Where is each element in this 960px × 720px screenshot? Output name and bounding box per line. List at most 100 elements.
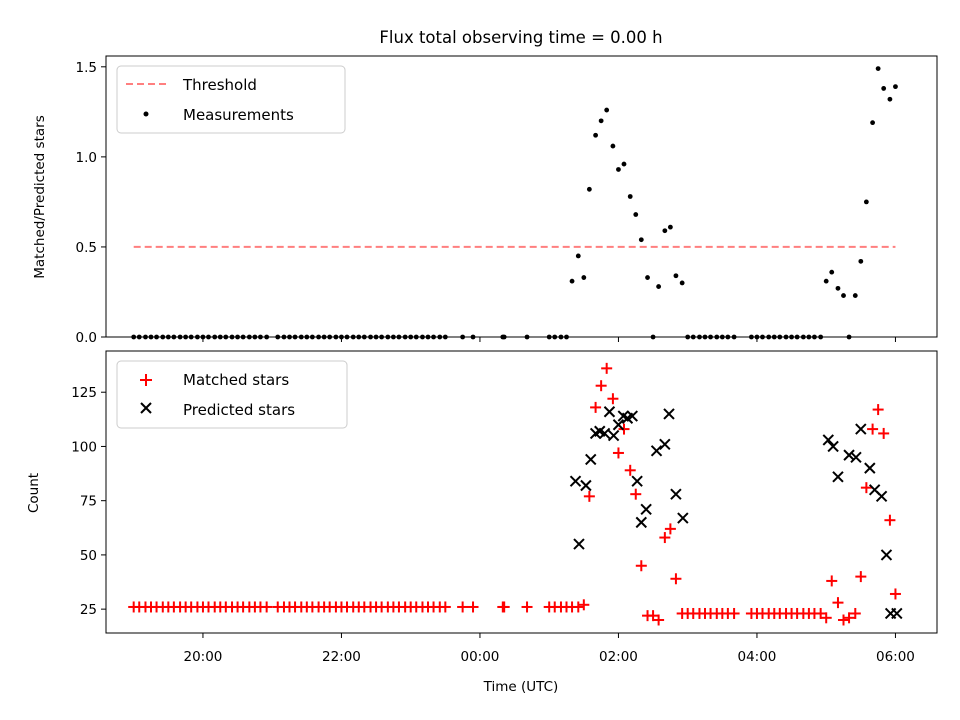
bottom-panel: 25 50 75 100 125 20:00 22:00 00:00 02:00 04:00 06… [26,350,938,695]
y-tick-label: 0.5 [76,240,97,256]
y-tick-label: 1.0 [76,150,97,166]
top-panel-frame [105,55,938,338]
matched-star-point [439,601,451,613]
measurement-point [823,278,829,284]
predicted-star-point [880,549,893,561]
matched-star-point [653,614,665,626]
chart-title: Flux total observing time = 0.00 h [379,28,662,47]
y-tick-label: 75 [80,494,97,510]
predicted-star-point [659,438,671,450]
predicted-star-point [855,423,867,435]
matched-star-point [884,514,896,526]
threshold-legend-label: Threshold [182,76,257,94]
predicted-star-point [612,419,625,431]
predicted-star-point [640,503,652,516]
matched-star-point [728,607,740,619]
predicted-star-point [843,449,855,461]
predicted-star-point [677,512,689,524]
y-tick-label: 100 [71,439,97,455]
matched-star-point [467,601,479,613]
predicted-stars-points [569,406,903,620]
measurement-point [870,120,875,126]
matched-legend-label: Matched stars [183,371,289,389]
top-legend-box [116,65,346,134]
bottom-legend: Matched stars Predicted stars [116,360,348,429]
predicted-star-point [585,453,597,466]
predicted-star-point [832,471,844,483]
predicted-star-point [635,516,648,529]
x-tick-label: 04:00 [737,649,776,665]
y-tick-label: 50 [80,548,97,564]
x-tick-label: 00:00 [460,649,499,665]
y-tick-label: 125 [71,385,97,401]
measurement-point [586,186,592,192]
matched-star-point [849,607,861,619]
predicted-legend-label: Predicted stars [183,401,295,419]
matched-star-point [860,482,872,494]
matched-star-point [590,401,602,413]
x-tick-label: 06:00 [876,649,915,665]
measurement-point [569,278,575,284]
measurement-point [662,228,668,234]
predicted-star-point [580,479,592,492]
matched-star-point [878,427,890,439]
matched-star-point [624,464,636,476]
measurement-point [616,167,621,172]
matched-legend-swatch [140,374,152,386]
x-tick-label: 20:00 [183,649,222,665]
measurement-point [679,280,685,286]
measurement-point [875,66,881,72]
matched-star-point [261,601,273,613]
matched-star-point [838,614,850,626]
measurements-legend-label: Measurements [183,106,294,124]
x-axis-label: Time (UTC) [483,679,559,695]
measurement-point [835,285,841,291]
measurement-point [858,258,864,264]
matched-star-point [843,612,855,624]
bottom-y-ticks: 25 50 75 100 125 [71,385,106,618]
matched-star-point [872,404,884,416]
measurement-point [627,194,633,199]
measurement-point [893,84,898,90]
matched-star-point [820,612,832,624]
measurement-point [656,284,662,289]
matched-star-point [659,532,671,544]
measurement-point [610,143,616,149]
bottom-panel-frame [105,350,938,634]
measurement-point [881,86,887,91]
predicted-star-point [850,451,862,463]
measurement-point [575,253,581,259]
predicted-star-point [650,445,663,457]
measurement-point [645,275,650,280]
measurement-point [667,224,673,230]
matched-star-point [815,607,827,619]
matched-star-point [670,573,682,585]
predicted-star-point [827,440,839,453]
matched-star-point [867,423,879,435]
predicted-star-point [569,475,582,487]
top-y-ticks: 0.0 0.5 1.0 1.5 [76,60,106,346]
matched-star-point [595,380,607,392]
matched-star-point [664,523,676,535]
measurement-point [673,273,679,279]
matched-star-point [889,588,901,600]
matched-star-point [612,447,624,459]
matched-star-point [572,601,584,613]
measurement-point [841,293,846,298]
matched-star-point [826,575,838,587]
measurements-legend-swatch [143,111,149,117]
measurement-point [593,132,598,138]
matched-star-point [457,601,469,613]
measurement-point [852,293,858,298]
measurement-point [598,118,604,124]
predicted-star-point [603,406,616,418]
predicted-star-point [875,490,888,503]
matched-star-point [583,490,595,502]
bottom-legend-box [116,360,348,429]
matched-star-point [832,597,844,609]
top-y-axis-label: Matched/Predicted stars [32,115,48,278]
top-x-ticks [202,337,896,342]
matched-star-point [578,599,590,611]
bottom-x-ticks: 20:00 22:00 00:00 02:00 04:00 06:00 [183,633,915,665]
top-panel: 0.0 0.5 1.0 1.5 Matched/Predicted stars Thr… [32,55,938,346]
